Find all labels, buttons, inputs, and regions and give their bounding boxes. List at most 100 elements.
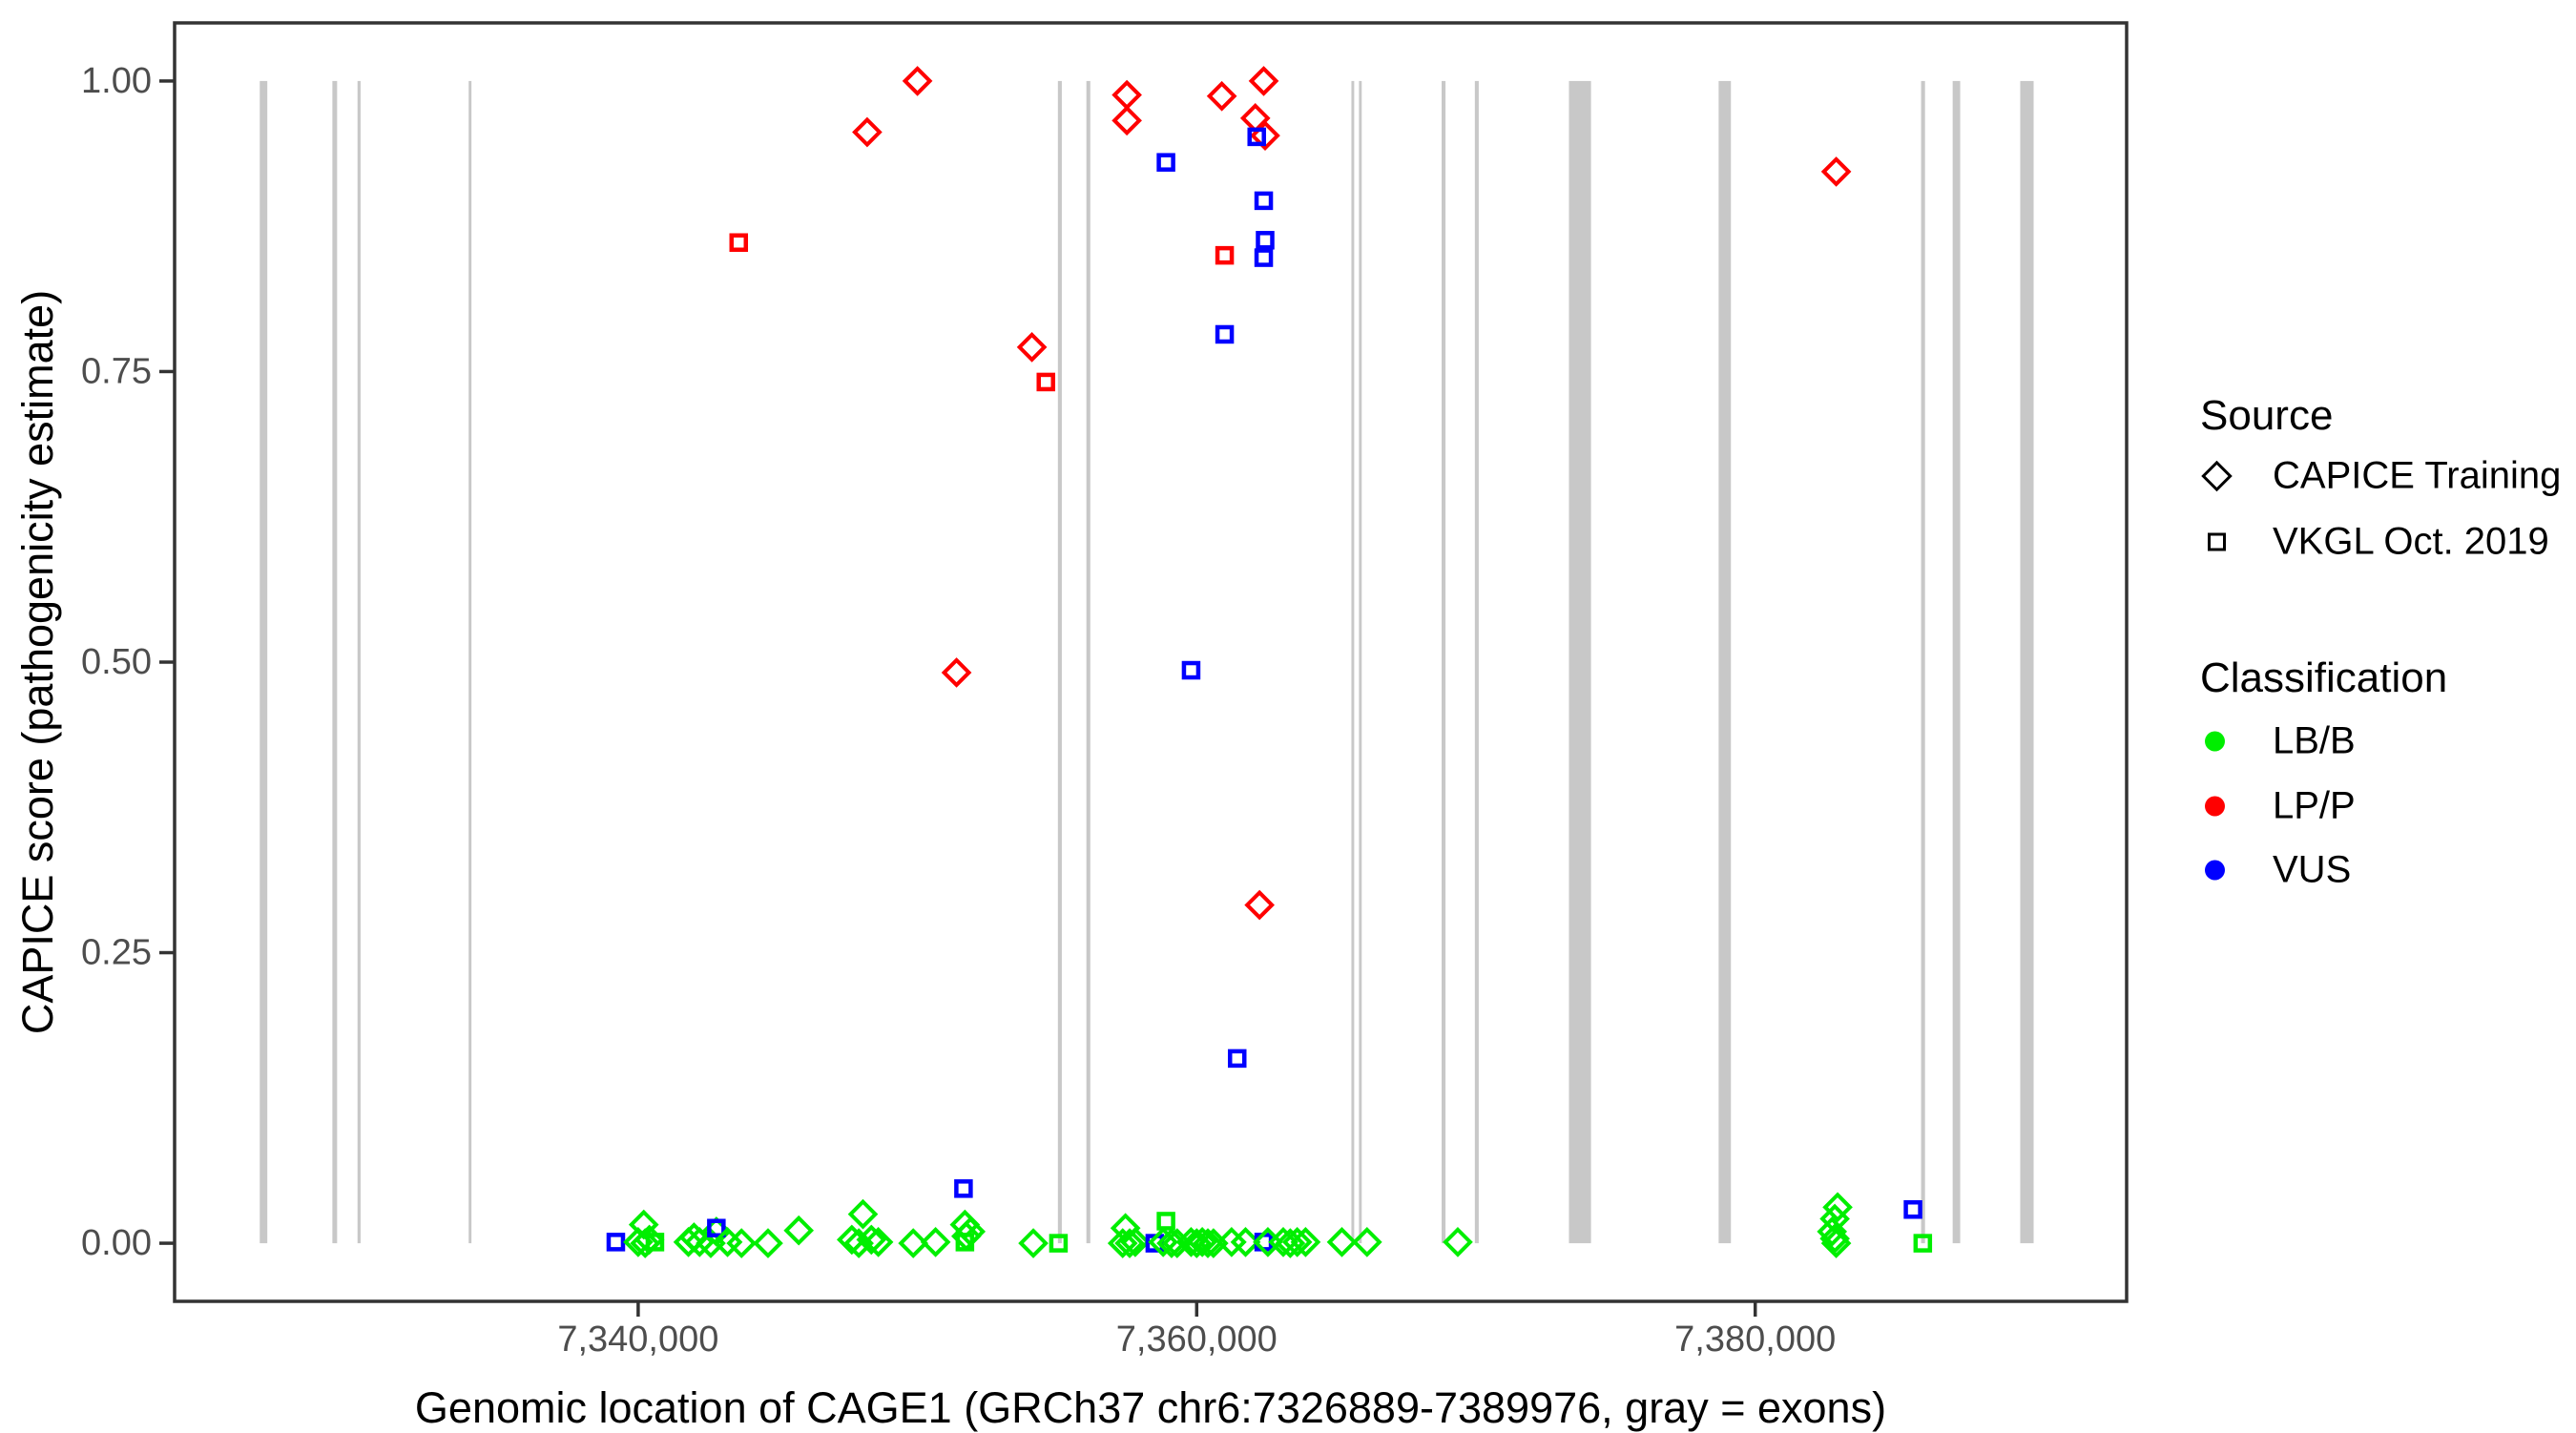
data-point-diamond: [726, 1228, 758, 1258]
data-point-square: [606, 1233, 626, 1252]
data-point-diamond: [1187, 1227, 1217, 1257]
data-point-diamond: [920, 1227, 951, 1257]
exon-bar: [468, 80, 472, 1244]
data-point-square: [1181, 660, 1201, 680]
legend-item-lpp: LP/P: [2200, 785, 2356, 828]
data-point-square: [1036, 372, 1055, 392]
y-axis-title: CAPICE score (pathogenicity estimate): [13, 289, 62, 1035]
data-point-diamond: [1120, 1227, 1151, 1257]
data-point-diamond: [1443, 1227, 1473, 1257]
data-point-square: [1913, 1234, 1933, 1253]
exon-bar: [1057, 80, 1062, 1244]
data-point-diamond: [862, 1227, 894, 1257]
capice-training-diamond-icon: [2201, 460, 2233, 492]
data-point-diamond: [1281, 1227, 1313, 1257]
exon-bar: [1351, 80, 1355, 1244]
data-point-diamond: [1326, 1227, 1358, 1257]
data-point-diamond: [1114, 1228, 1145, 1258]
exon-bar: [2020, 80, 2034, 1244]
data-point-diamond: [1290, 1227, 1321, 1257]
lpp-red-dot-icon: [2205, 796, 2225, 817]
exon-bar: [1359, 80, 1362, 1244]
legend-item-vus: VUS: [2200, 849, 2351, 892]
data-point-diamond: [1193, 1228, 1223, 1258]
x-tick-label: 7,380,000: [1674, 1319, 1836, 1360]
data-point-square: [707, 1218, 726, 1238]
x-tick-label: 7,360,000: [1116, 1319, 1278, 1360]
data-point-diamond: [1016, 332, 1048, 363]
data-point-diamond: [955, 1216, 987, 1247]
data-point-diamond: [1107, 1228, 1138, 1258]
data-point-diamond: [1817, 1216, 1848, 1247]
data-point-diamond: [836, 1224, 867, 1256]
data-point-diamond: [1230, 1227, 1261, 1257]
data-point-square: [1156, 1212, 1175, 1231]
data-point-diamond: [852, 116, 883, 148]
data-point-diamond: [1822, 1192, 1853, 1223]
legend-item-vkgl: VKGL Oct. 2019: [2200, 521, 2549, 564]
data-point-square: [1156, 153, 1175, 172]
data-point-diamond: [941, 657, 972, 688]
y-tick-label: 0.50: [81, 642, 152, 682]
legend-item-label: LB/B: [2273, 719, 2356, 762]
data-point-diamond: [1820, 156, 1852, 187]
legend-source-title: Source: [2200, 392, 2334, 439]
legend-item-label: LP/P: [2273, 784, 2356, 827]
data-point-square: [645, 1233, 665, 1252]
data-point-diamond: [847, 1198, 879, 1230]
exon-bar: [332, 80, 338, 1244]
x-axis-title: Genomic location of CAGE1 (GRCh37 chr6:7…: [414, 1383, 1887, 1432]
data-point-square: [954, 1179, 973, 1198]
data-point-diamond: [1161, 1228, 1193, 1258]
legend-item-capice-training: CAPICE Training: [2200, 455, 2561, 498]
data-point-diamond: [1352, 1227, 1382, 1257]
exon-bar: [1952, 80, 1961, 1244]
x-tick-label: 7,340,000: [557, 1319, 718, 1360]
data-point-diamond: [1018, 1228, 1049, 1258]
y-tick-label: 0.00: [81, 1223, 152, 1263]
exon-bar: [1921, 80, 1925, 1244]
exon-bar: [260, 80, 268, 1244]
data-point-square: [1227, 1049, 1247, 1069]
y-tick-label: 0.75: [81, 351, 152, 391]
data-point-square: [1049, 1234, 1069, 1253]
data-point-square: [1256, 231, 1275, 250]
data-point-diamond: [1206, 80, 1237, 112]
data-point-diamond: [783, 1215, 815, 1246]
legend-classification-title: Classification: [2200, 654, 2448, 701]
panel-border: [173, 21, 2129, 1303]
lbb-green-dot-icon: [2205, 731, 2225, 752]
data-point-square: [1247, 127, 1266, 147]
data-point-diamond: [1111, 105, 1142, 136]
data-point-diamond: [1244, 889, 1275, 921]
data-point-square: [1903, 1200, 1922, 1219]
data-point-diamond: [753, 1228, 783, 1258]
exon-bar: [1568, 80, 1591, 1244]
data-point-diamond: [1819, 1223, 1850, 1255]
data-point-diamond: [856, 1224, 887, 1256]
legend-item-label: CAPICE Training: [2273, 454, 2562, 497]
legend-item-label: VKGL Oct. 2019: [2273, 520, 2549, 563]
data-point-square: [1215, 324, 1235, 344]
data-point-diamond: [1248, 66, 1279, 96]
legend-item-label: VUS: [2273, 848, 2352, 891]
data-point-diamond: [902, 66, 933, 96]
y-tick-label: 1.00: [81, 61, 152, 101]
exon-bar: [1718, 80, 1732, 1244]
data-point-square: [1215, 245, 1235, 265]
exon-bar: [1441, 80, 1446, 1244]
data-point-square: [729, 233, 749, 252]
data-point-square: [1254, 191, 1274, 211]
y-tick-label: 0.25: [81, 933, 152, 973]
exon-bar: [357, 80, 361, 1244]
vus-blue-dot-icon: [2205, 860, 2225, 881]
exon-bar: [1086, 80, 1091, 1244]
data-point-diamond: [1820, 1228, 1852, 1258]
exon-bar: [1474, 80, 1479, 1244]
data-point-square: [1254, 248, 1274, 267]
vkgl-square-icon: [2208, 532, 2226, 551]
legend-item-lbb: LB/B: [2200, 720, 2356, 763]
data-point-diamond: [1111, 79, 1142, 111]
data-point-diamond: [898, 1228, 929, 1258]
